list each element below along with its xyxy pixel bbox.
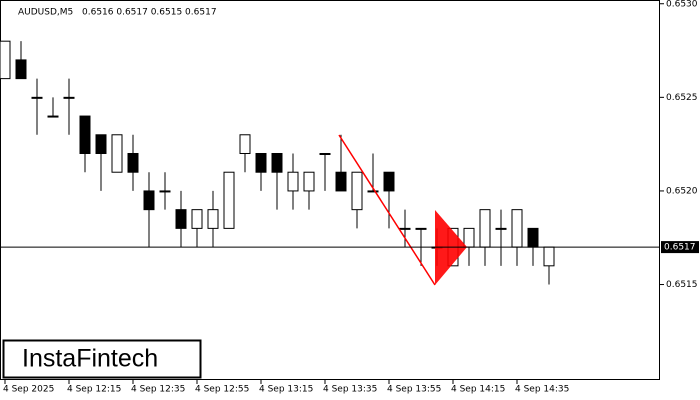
candle-body bbox=[159, 190, 171, 193]
candle-body bbox=[303, 171, 315, 192]
x-tick-label: 4 Sep 13:15 bbox=[259, 385, 313, 395]
candle-body bbox=[143, 190, 155, 211]
candle-body bbox=[191, 209, 203, 229]
x-tick-label: 4 Sep 12:15 bbox=[67, 385, 121, 395]
candle-body bbox=[223, 171, 235, 229]
pattern-line bbox=[338, 134, 436, 286]
plot-frame bbox=[0, 0, 660, 380]
candle-body bbox=[255, 152, 267, 173]
candle-body bbox=[31, 96, 43, 99]
candle-body bbox=[287, 171, 299, 192]
y-tick-label: 0.6525 bbox=[666, 93, 698, 103]
candle-body bbox=[367, 190, 379, 193]
x-tick-label: 4 Sep 12:35 bbox=[131, 385, 185, 395]
candle-body bbox=[111, 134, 123, 173]
candle-body bbox=[0, 40, 11, 80]
current-price-label: 0.6517 bbox=[664, 243, 696, 253]
x-tick-label: 4 Sep 12:55 bbox=[195, 385, 249, 395]
candle-body bbox=[495, 227, 507, 230]
y-tick-label: 0.6530 bbox=[666, 0, 698, 9]
candle-body bbox=[415, 227, 427, 230]
chart-title: AUDUSD,M5 bbox=[18, 8, 73, 18]
x-tick-label: 4 Sep 2025 bbox=[3, 385, 54, 395]
candle-body bbox=[47, 115, 59, 118]
candle-body bbox=[271, 152, 283, 173]
candle-body bbox=[79, 115, 91, 154]
candle-body bbox=[351, 171, 363, 211]
candle-body bbox=[383, 171, 395, 192]
y-tick-label: 0.6520 bbox=[666, 186, 698, 196]
x-tick-label: 4 Sep 14:15 bbox=[451, 385, 505, 395]
logo-box bbox=[2, 339, 202, 379]
candle-body bbox=[335, 171, 347, 192]
candle-body bbox=[463, 227, 475, 248]
chart-subtitle: 0.6516 0.6517 0.6515 0.6517 bbox=[82, 8, 217, 18]
candle-body bbox=[95, 134, 107, 154]
candle-body bbox=[127, 152, 139, 173]
candle-body bbox=[511, 209, 523, 248]
candle-body bbox=[479, 209, 491, 248]
x-tick-label: 4 Sep 13:55 bbox=[387, 385, 441, 395]
candle-body bbox=[399, 227, 411, 230]
candle-body bbox=[175, 209, 187, 229]
logo: InstaFintech bbox=[22, 345, 158, 373]
candle-body bbox=[63, 96, 75, 99]
candle-body bbox=[527, 227, 539, 248]
y-tick-label: 0.6515 bbox=[666, 280, 698, 290]
candle-body bbox=[319, 152, 331, 155]
current-price-box bbox=[661, 241, 699, 254]
x-tick-label: 4 Sep 14:35 bbox=[515, 385, 569, 395]
candle-body bbox=[15, 59, 27, 80]
candle-body bbox=[239, 134, 251, 154]
x-tick-label: 4 Sep 13:35 bbox=[323, 385, 377, 395]
candle-body bbox=[543, 246, 555, 267]
candle-body bbox=[207, 209, 219, 229]
